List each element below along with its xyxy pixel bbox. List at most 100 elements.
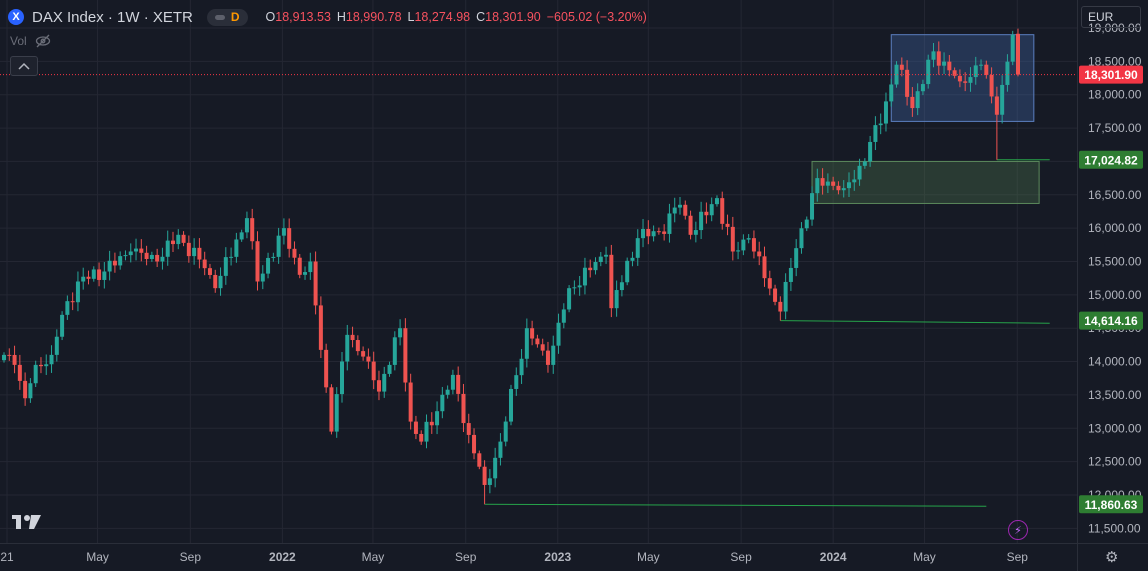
candle-body	[308, 261, 313, 273]
candle-body	[424, 421, 429, 442]
price-label-bg	[1079, 311, 1143, 330]
candle-body	[730, 226, 735, 252]
candle-body	[482, 466, 487, 485]
candle-body	[260, 273, 265, 282]
candle-body	[160, 256, 165, 262]
candle-body	[778, 301, 783, 312]
candle-body	[361, 351, 366, 357]
collapse-legend-button[interactable]	[10, 56, 38, 76]
candle-body	[234, 239, 239, 257]
candle-body	[762, 256, 767, 279]
y-tick-label: 18,500.00	[1088, 54, 1142, 68]
candle-body	[693, 230, 698, 235]
ohlc-high: H18,990.78	[336, 10, 402, 24]
candle-body	[815, 178, 820, 194]
y-tick-label: 19,000.00	[1088, 21, 1142, 35]
price-label: 14,614.16	[1084, 314, 1138, 328]
candle-body	[931, 51, 936, 60]
trendline	[780, 320, 1050, 324]
tradingview-logo-icon[interactable]	[12, 514, 42, 535]
candle-body	[297, 257, 302, 275]
candle-body	[709, 204, 714, 216]
candle-body	[44, 364, 49, 367]
candle-body	[70, 301, 75, 303]
candle-body	[292, 248, 297, 258]
y-tick-label: 12,500.00	[1088, 455, 1142, 469]
candle-body	[963, 81, 968, 83]
candle-body	[905, 69, 910, 97]
candle-body	[1005, 61, 1010, 85]
symbol-title[interactable]: DAX Index · 1W · XETR	[32, 8, 193, 26]
gear-icon[interactable]: ⚙	[1105, 549, 1119, 566]
candle-body	[186, 242, 191, 257]
candle-body	[994, 96, 999, 115]
candle-body	[545, 350, 550, 365]
candle-body	[757, 251, 762, 257]
candle-body	[33, 364, 38, 384]
ohlc-change: −605.02 (−3.20%)	[546, 10, 647, 24]
candle-body	[102, 271, 107, 280]
market-status-pill[interactable]: D	[206, 8, 248, 26]
price-label-bg	[1079, 150, 1143, 169]
candle-body	[17, 364, 22, 381]
candle-body	[503, 421, 508, 442]
y-tick-label: 17,500.00	[1088, 121, 1142, 135]
currency-selector[interactable]: EUR	[1081, 6, 1141, 28]
candle-body	[836, 185, 841, 191]
candle-body	[75, 281, 80, 303]
y-tick-label: 14,000.00	[1088, 355, 1142, 369]
y-tick-label: 13,000.00	[1088, 421, 1142, 435]
ohlc-low: L18,274.98	[407, 10, 471, 24]
candle-body	[86, 276, 91, 279]
candle-body	[714, 198, 719, 205]
candle-body	[408, 382, 413, 422]
candle-body	[7, 354, 12, 356]
candle-body	[556, 322, 561, 346]
ohlc-close: C18,301.90	[476, 10, 541, 24]
candle-body	[519, 358, 524, 376]
candle-body	[725, 223, 730, 227]
x-tick-label: 2023	[544, 550, 571, 564]
candle-body	[873, 125, 878, 142]
x-tick-label: 21	[0, 550, 14, 564]
candle-body	[413, 421, 418, 434]
candle-body	[2, 354, 6, 361]
candle-body	[197, 247, 202, 260]
candle-body	[477, 453, 482, 467]
price-label: 17,024.82	[1084, 153, 1138, 167]
candle-body	[852, 179, 857, 183]
candle-body	[54, 336, 59, 355]
candle-body	[514, 375, 519, 389]
ohlc-readout: O18,913.53 H18,990.78 L18,274.98 C18,301…	[266, 10, 647, 24]
candle-body	[646, 228, 651, 237]
candle-body	[112, 260, 117, 266]
candle-body	[699, 211, 704, 231]
candle-body	[783, 281, 788, 312]
candle-body	[223, 257, 228, 276]
candle-body	[461, 393, 466, 424]
flash-icon[interactable]: ⚡	[1008, 520, 1028, 540]
candle-body	[49, 354, 54, 365]
candle-body	[847, 182, 851, 189]
volume-indicator[interactable]: Vol	[10, 34, 51, 48]
candle-body	[868, 141, 873, 162]
candle-body	[920, 84, 925, 92]
candle-body	[799, 228, 804, 249]
candle-body	[382, 373, 387, 392]
candle-body	[767, 278, 772, 289]
y-tick-label: 11,500.00	[1088, 521, 1141, 535]
volume-label: Vol	[10, 34, 27, 48]
candle-body	[741, 239, 746, 251]
candle-body	[213, 274, 218, 289]
candle-body	[387, 364, 392, 374]
candle-body	[736, 250, 741, 252]
x-tick-label: May	[913, 550, 936, 564]
candle-body	[91, 269, 96, 279]
candle-body	[1016, 33, 1020, 75]
eye-off-icon[interactable]	[35, 34, 51, 48]
candle-body	[530, 328, 535, 339]
candle-body	[403, 328, 408, 383]
candle-body	[973, 65, 978, 78]
x-tick-label: May	[637, 550, 660, 564]
